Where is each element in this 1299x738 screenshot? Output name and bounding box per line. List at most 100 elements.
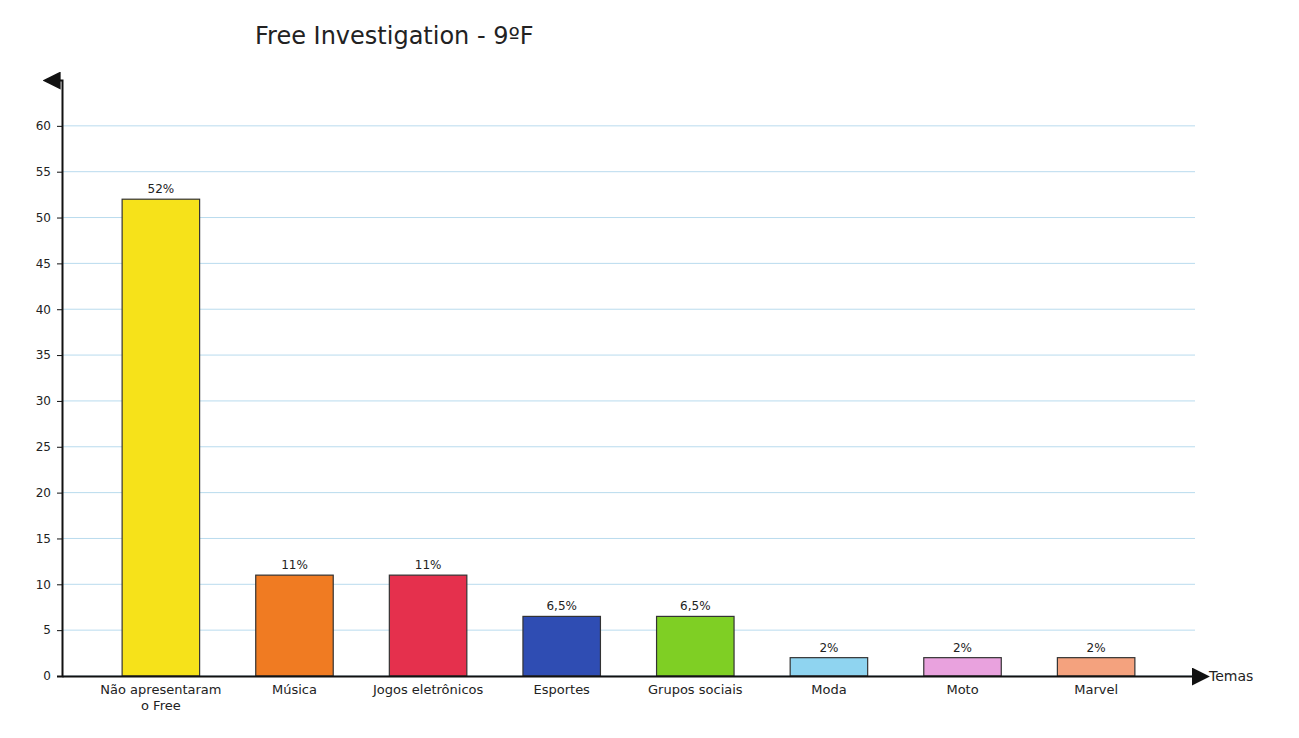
- y-tick-mark: [57, 172, 62, 173]
- data-label: 2%: [953, 641, 972, 655]
- grid-line: [62, 355, 1195, 356]
- grid-line: [62, 584, 1195, 585]
- x-axis-line: [63, 676, 1196, 678]
- y-tick: 5: [43, 623, 62, 637]
- data-label: 6,5%: [546, 599, 577, 613]
- y-tick-label: 5: [43, 623, 51, 637]
- x-tick-label: Música: [272, 682, 317, 697]
- y-tick-label: 40: [36, 303, 51, 317]
- bar: [924, 658, 1001, 676]
- x-tick-label-line: Música: [272, 682, 317, 697]
- x-tick: Moda: [811, 676, 846, 697]
- grid-line: [62, 446, 1195, 447]
- y-tick-mark: [57, 218, 62, 219]
- data-label: 2%: [1087, 641, 1106, 655]
- grid-line: [62, 538, 1195, 539]
- x-tick: Esportes: [533, 676, 590, 697]
- bar: [122, 199, 199, 676]
- grid-line: [62, 263, 1195, 264]
- y-tick-label: 10: [36, 578, 51, 592]
- data-label: 11%: [281, 558, 308, 572]
- y-tick: 55: [36, 165, 62, 179]
- data-label: 6,5%: [680, 599, 711, 613]
- data-label: 2%: [819, 641, 838, 655]
- x-tick-label-line: Não apresentaram: [100, 682, 221, 697]
- bar: [389, 575, 466, 676]
- grid-line: [62, 630, 1195, 631]
- y-tick-label: 0: [43, 669, 51, 683]
- x-tick-label-line: Jogos eletrônicos: [372, 682, 484, 697]
- x-tick-label: Não apresentaramo Free: [100, 682, 221, 713]
- x-tick: Não apresentaramo Free: [100, 676, 221, 713]
- y-tick: 15: [36, 532, 62, 546]
- x-tick-label: Grupos sociais: [648, 682, 743, 697]
- y-axis: 0 5 10 15 20 25 30 35 40 45 50 55 60: [36, 81, 63, 684]
- y-tick-mark: [57, 447, 62, 448]
- x-axis-title: Temas: [1208, 668, 1253, 684]
- y-tick-label: 30: [36, 394, 51, 408]
- grid-line: [62, 171, 1195, 172]
- chart: Free Investigation - 9ºF52%11%11%6,5%6,5…: [0, 0, 1299, 738]
- x-tick-label-line: Marvel: [1074, 682, 1118, 697]
- bar: [523, 616, 600, 676]
- x-tick-label: Moda: [811, 682, 846, 697]
- y-tick: 10: [36, 578, 62, 592]
- x-tick-label-line: o Free: [141, 698, 181, 713]
- bars: [122, 199, 1135, 676]
- y-tick-mark: [57, 401, 62, 402]
- y-axis-line: [57, 81, 63, 677]
- grid-line: [62, 676, 1195, 677]
- grid-line: [62, 217, 1195, 218]
- x-tick: Música: [272, 676, 317, 697]
- x-tick-label-line: Moto: [946, 682, 978, 697]
- y-tick-label: 50: [36, 211, 51, 225]
- y-tick-mark: [57, 538, 62, 539]
- y-tick: 50: [36, 211, 62, 225]
- data-label: 11%: [415, 558, 442, 572]
- bar: [256, 575, 333, 676]
- x-tick-label-line: Moda: [811, 682, 846, 697]
- y-tick-label: 20: [36, 486, 51, 500]
- y-tick-mark: [57, 584, 62, 585]
- y-tick: 25: [36, 440, 62, 454]
- y-tick-mark: [57, 309, 62, 310]
- y-tick-label: 55: [36, 165, 51, 179]
- background: [0, 0, 1299, 738]
- x-tick: Jogos eletrônicos: [372, 676, 484, 697]
- y-tick: 35: [36, 348, 62, 362]
- y-tick-label: 15: [36, 532, 51, 546]
- x-tick-label-line: Esportes: [533, 682, 590, 697]
- bar: [657, 616, 734, 676]
- x-tick-label: Marvel: [1074, 682, 1118, 697]
- grid-line: [62, 492, 1195, 493]
- y-tick: 45: [36, 257, 62, 271]
- grid: [62, 126, 1195, 676]
- y-tick-label: 45: [36, 257, 51, 271]
- grid-line: [62, 309, 1195, 310]
- y-tick-mark: [57, 630, 62, 631]
- bar: [790, 658, 867, 676]
- y-tick-label: 35: [36, 348, 51, 362]
- y-tick: 30: [36, 394, 62, 408]
- data-labels: 52% 11% 11% 6,5% 6,5% 2% 2% 2%: [148, 182, 1106, 654]
- x-tick-label-line: Grupos sociais: [648, 682, 743, 697]
- x-tick: Moto: [946, 676, 978, 697]
- grid-line: [62, 125, 1195, 126]
- x-tick-label: Esportes: [533, 682, 590, 697]
- y-tick: 60: [36, 119, 62, 133]
- y-tick-mark: [57, 126, 62, 127]
- y-tick: 40: [36, 303, 62, 317]
- data-label: 52%: [148, 182, 175, 196]
- y-tick-mark: [57, 676, 62, 677]
- y-tick: 0: [43, 669, 62, 683]
- y-tick-label: 60: [36, 119, 51, 133]
- x-tick: Marvel: [1074, 676, 1118, 697]
- x-tick-label: Jogos eletrônicos: [372, 682, 484, 697]
- y-tick-mark: [57, 355, 62, 356]
- y-tick-mark: [57, 263, 62, 264]
- title: Free Investigation - 9ºF: [255, 22, 534, 50]
- grid-line: [62, 400, 1195, 401]
- x-tick-label: Moto: [946, 682, 978, 697]
- bar: [1057, 658, 1134, 676]
- y-tick: 20: [36, 486, 62, 500]
